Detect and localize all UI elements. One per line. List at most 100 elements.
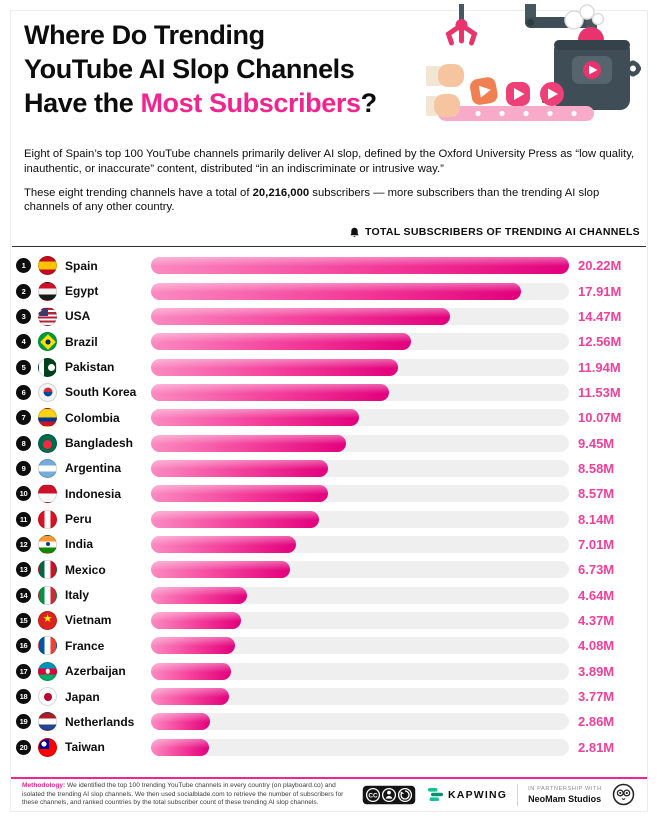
factory-illustration-svg — [418, 4, 641, 121]
svg-text:CC: CC — [368, 792, 378, 799]
country-label: Bangladesh — [65, 436, 134, 451]
country-label: Egypt — [65, 284, 99, 299]
chart-row: 20 Taiwan 2.81M — [16, 735, 644, 760]
flag-azerbaijan — [38, 661, 57, 681]
bar-track — [151, 485, 569, 503]
flag-india — [38, 534, 57, 554]
bar-track — [151, 662, 569, 680]
rank-badge: 7 — [16, 410, 31, 426]
country-label: USA — [65, 309, 91, 324]
bar-track — [151, 713, 569, 731]
flag-usa — [38, 306, 57, 326]
rank-badge: 15 — [16, 612, 31, 628]
intro-paragraph-2: These eight trending channels have a tot… — [24, 186, 638, 216]
chart-row: 19 Netherlands 2.86M — [16, 709, 644, 734]
bar-fill — [151, 738, 210, 756]
country-label: Spain — [65, 258, 98, 273]
country-label: Netherlands — [65, 714, 135, 729]
bar-track — [151, 307, 569, 325]
subscriber-total: 20,216,000 — [252, 186, 310, 199]
rank-badge: 4 — [16, 334, 31, 350]
chart-row: 11 Peru 8.14M — [16, 506, 644, 531]
chart-row: 4 Brazil 12.56M — [16, 329, 644, 354]
bar-fill — [151, 586, 247, 604]
rank-badge: 18 — [16, 689, 31, 705]
rank-badge: 8 — [16, 435, 31, 451]
bar-track — [151, 358, 569, 376]
rank-badge: 16 — [16, 638, 31, 654]
country-label: Vietnam — [65, 613, 112, 628]
flag-indonesia — [38, 484, 57, 504]
country-label: Argentina — [65, 461, 122, 476]
rank-badge: 5 — [16, 359, 31, 375]
bar-fill — [151, 409, 360, 427]
bar-track — [151, 510, 569, 528]
flag-pakistan — [38, 357, 57, 377]
title-accent: Most Subscribers — [140, 88, 361, 118]
rank-badge: 1 — [16, 258, 31, 274]
chart-divider — [12, 246, 646, 247]
flag-taiwan — [38, 737, 57, 757]
bar-fill — [151, 561, 291, 579]
bar-track — [151, 282, 569, 300]
value-label: 12.56M — [578, 334, 622, 350]
chart-row: 13 Mexico 6.73M — [16, 557, 644, 582]
chart-row: 15 Vietnam 4.37M — [16, 608, 644, 633]
bar-fill — [151, 611, 242, 629]
country-label: Pakistan — [65, 360, 115, 375]
chart-row: 2 Egypt 17.91M — [16, 278, 644, 303]
flag-mexico — [38, 560, 57, 580]
bar-fill — [151, 662, 232, 680]
bar-track — [151, 333, 569, 351]
bar-track — [151, 637, 569, 655]
footer-vertical-divider — [517, 783, 519, 806]
value-label: 11.53M — [578, 384, 621, 400]
country-label: South Korea — [65, 385, 137, 400]
intro-paragraph-2-prefix: These eight trending channels have a tot… — [24, 186, 253, 199]
bar-fill — [151, 282, 522, 300]
bar-fill — [151, 459, 329, 477]
value-label: 2.86M — [578, 714, 615, 730]
rank-badge: 11 — [16, 511, 31, 527]
kapwing-icon — [428, 787, 443, 802]
bar-track — [151, 738, 569, 756]
bar-track — [151, 383, 569, 401]
chart-row: 18 Japan 3.77M — [16, 684, 644, 709]
bar-fill — [151, 485, 329, 503]
value-label: 6.73M — [578, 562, 615, 578]
rank-badge: 14 — [16, 587, 31, 603]
flag-egypt — [38, 281, 57, 301]
flag-italy — [38, 585, 57, 605]
chart-header: TOTAL SUBSCRIBERS OF TRENDING AI CHANNEL… — [349, 226, 640, 238]
value-label: 4.37M — [578, 612, 615, 628]
value-label: 11.94M — [578, 359, 621, 375]
value-label: 3.77M — [578, 689, 615, 705]
footer: Methodology: We identified the top 100 t… — [22, 782, 644, 808]
chart-row: 6 South Korea 11.53M — [16, 380, 644, 405]
bar-track — [151, 459, 569, 477]
value-label: 8.58M — [578, 460, 615, 476]
bar-fill — [151, 383, 390, 401]
bar-track — [151, 434, 569, 452]
bar-fill — [151, 307, 451, 325]
bar-fill — [151, 358, 398, 376]
flag-south-korea — [38, 382, 57, 402]
rank-badge: 19 — [16, 714, 31, 730]
cc-license-badge: CC — [362, 785, 416, 805]
title-line-3-prefix: Have the — [24, 88, 141, 118]
bar-fill — [151, 434, 347, 452]
neomam-owl-icon — [612, 783, 635, 806]
bar-track — [151, 409, 569, 427]
chart-row: 12 India 7.01M — [16, 532, 644, 557]
chart-row: 1 Spain 20.22M — [16, 253, 644, 278]
value-label: 8.14M — [578, 511, 615, 527]
methodology-label: Methodology: — [22, 782, 66, 789]
value-label: 9.45M — [578, 435, 615, 451]
flag-argentina — [38, 458, 57, 478]
methodology-body: We identified the top 100 trending YouTu… — [22, 782, 344, 807]
partnership: IN PARTNERSHIP WITH NeoMam Studios — [528, 786, 602, 804]
value-label: 14.47M — [578, 308, 622, 324]
bar-fill — [151, 637, 236, 655]
rank-badge: 12 — [16, 536, 31, 552]
